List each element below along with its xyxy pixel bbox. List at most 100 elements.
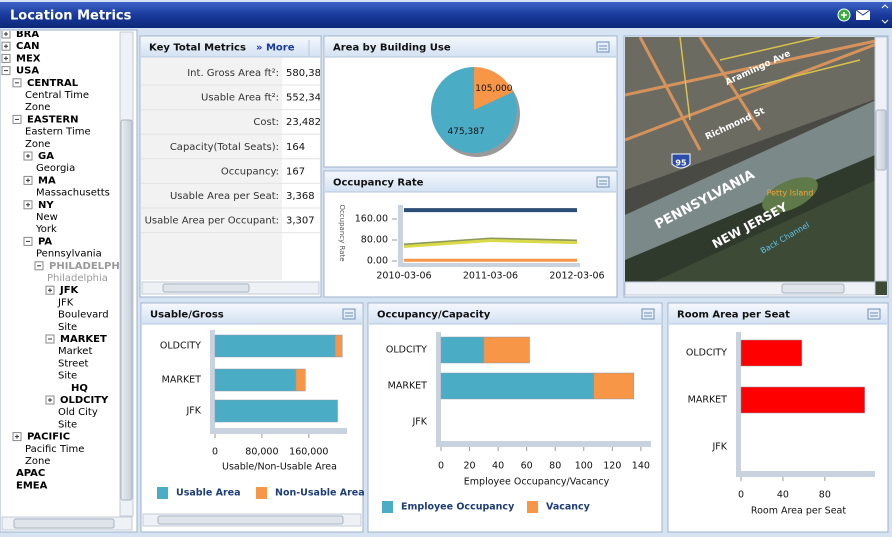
occupancy-capacity-menu[interactable] <box>641 308 655 320</box>
map-roads-minor <box>679 37 861 121</box>
tree-node-label[interactable]: JFK <box>59 285 80 296</box>
map-roads <box>625 37 887 151</box>
x-tick-label: 80 <box>549 461 561 472</box>
legend-label[interactable]: Usable Area <box>176 488 240 499</box>
tree-node-label[interactable]: MARKET <box>60 334 107 345</box>
tree-hscroll-thumb[interactable] <box>13 518 115 529</box>
tree-node-label[interactable]: EMEA <box>16 480 48 491</box>
legend-label[interactable]: Non-Usable Area <box>275 488 365 499</box>
pie-label: 105,000 <box>475 84 512 94</box>
bar <box>740 386 865 414</box>
tree-node-desc: Site <box>58 371 77 382</box>
x-tick-label: 80,000 <box>245 447 278 458</box>
tree-node-label[interactable]: PA <box>38 236 52 247</box>
y-tick-label: 160.00 <box>355 214 388 225</box>
room-area-menu[interactable] <box>867 308 881 320</box>
tree-node-label[interactable]: APAC <box>16 468 45 479</box>
occupancy-rate-title: Occupancy Rate <box>333 178 424 189</box>
y-tick-label: MARKET <box>388 381 428 392</box>
x-axis-bar <box>398 263 580 267</box>
x-tick-label: 2011-03-06 <box>463 271 518 282</box>
tree-node-label[interactable]: BRA <box>16 29 39 40</box>
metric-value: 164 <box>286 142 305 153</box>
tree-node-label[interactable]: CENTRAL <box>27 78 79 89</box>
y-axis-bar <box>398 205 403 264</box>
x-tick-label: 20 <box>464 461 476 472</box>
tree-node-desc: Site <box>58 322 77 333</box>
tree-node-desc: Pennsylvania <box>36 249 102 260</box>
metric-value: 3,307 <box>286 216 315 227</box>
y-tick-label: JFK <box>412 417 428 428</box>
x-tick-label: 0 <box>738 490 744 501</box>
tree-node-label[interactable]: MEX <box>16 53 41 64</box>
tree-node-label[interactable]: PHILADELPHIA <box>49 261 131 272</box>
metric-value: 552,34 <box>286 93 321 104</box>
tree-node-label[interactable]: PACIFIC <box>27 432 70 443</box>
x-axis-title: Usable/Non-Usable Area <box>222 462 337 473</box>
x-tick-label: 160,000 <box>289 447 328 458</box>
tree-node-label[interactable]: HQ <box>71 383 88 394</box>
tree-node-desc: Eastern Time <box>25 127 91 138</box>
x-tick-label: 40 <box>777 490 789 501</box>
y-tick-label: JFK <box>712 442 728 453</box>
panels: Key Total Metrics » More Int. Gross Area f… <box>139 35 889 533</box>
metrics-title: Key Total Metrics <box>149 43 246 54</box>
x-tick-label: 60 <box>521 461 533 472</box>
x-tick-label: 2010-03-06 <box>376 271 431 282</box>
x-tick-label: 120 <box>603 461 621 472</box>
metrics-hscroll-thumb[interactable] <box>162 283 250 293</box>
metric-label: Cost: <box>253 117 279 128</box>
metric-value: 580,38 <box>286 68 321 79</box>
map-vscroll-thumb[interactable] <box>875 109 887 171</box>
bar <box>440 372 595 400</box>
tree-node-label[interactable]: USA <box>16 66 39 77</box>
title-bar <box>0 2 892 28</box>
tree-node-desc: Street <box>58 358 88 369</box>
x-tick-label: 0 <box>438 461 444 472</box>
bar <box>214 399 338 423</box>
legend-label[interactable]: Vacancy <box>546 502 591 513</box>
tree-vscroll-thumb[interactable] <box>120 119 133 501</box>
tree-node-desc: Zone <box>25 139 50 150</box>
usable-gross-menu[interactable] <box>342 308 356 320</box>
tree-expander-sign <box>48 398 52 402</box>
tree-node-label[interactable]: MA <box>38 175 56 186</box>
usable-gross-menu-lines <box>345 312 353 317</box>
bar <box>214 368 297 392</box>
tree-node-label[interactable]: NY <box>38 200 54 211</box>
tree-node-label[interactable]: EASTERN <box>27 114 79 125</box>
usable-gross-title: Usable/Gross <box>150 310 224 321</box>
metrics-header <box>141 37 320 57</box>
area-by-use-menu-lines <box>599 45 607 50</box>
y-tick-label: 0.00 <box>367 256 388 267</box>
metric-value: 167 <box>286 166 305 177</box>
tree-expander-sign <box>4 32 8 36</box>
y-axis-bar <box>736 332 741 471</box>
tree-node-label[interactable]: CAN <box>16 41 39 52</box>
x-axis-title: Room Area per Seat <box>751 506 846 517</box>
occupancy-rate-menu[interactable] <box>596 176 610 188</box>
usable-hscroll-thumb[interactable] <box>157 515 344 525</box>
map-urban <box>625 37 887 190</box>
tree-node-desc: Zone <box>25 456 50 467</box>
area-by-use-header <box>325 37 616 57</box>
map-island <box>762 177 818 213</box>
more-link[interactable]: » More <box>256 43 295 54</box>
area-by-use-title: Area by Building Use <box>333 43 451 54</box>
map-label: Petty Island <box>767 189 814 198</box>
legend-label[interactable]: Employee Occupancy <box>401 502 515 513</box>
y-axis-bar <box>210 330 215 428</box>
metrics-label-col <box>141 58 282 280</box>
area-by-use-menu[interactable] <box>596 41 610 53</box>
title-scroll[interactable] <box>881 4 889 24</box>
metrics-table: Int. Gross Area ft²: 580,38 Usable Area ft… <box>141 58 321 280</box>
y-tick-label: MARKET <box>162 375 202 386</box>
map-hscroll-thumb[interactable] <box>781 283 845 294</box>
metric-value: 23,482 <box>286 117 321 128</box>
usable-gross-header <box>142 304 362 324</box>
tree-node-label[interactable]: GA <box>38 151 54 162</box>
tree-node-label[interactable]: OLDCITY <box>60 395 109 406</box>
x-tick-label: 0 <box>212 447 218 458</box>
